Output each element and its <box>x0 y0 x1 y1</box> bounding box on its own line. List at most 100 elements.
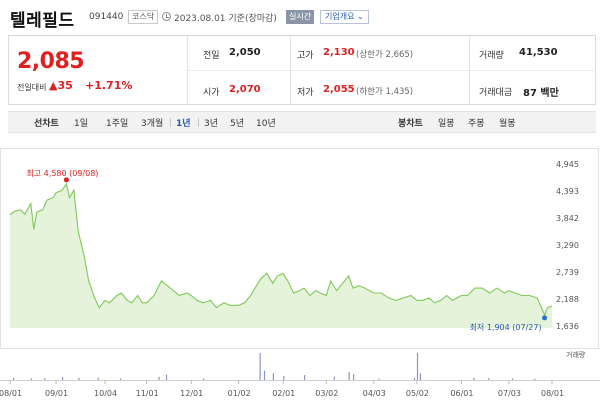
annotation-high: 최고 4,580 (09/08) <box>26 168 99 178</box>
date-basis: 2023.08.01 기준(장마감) <box>174 11 277 24</box>
volume-bar <box>158 376 160 380</box>
x-tick-label: 11/01 <box>135 389 159 398</box>
tab-10y[interactable]: 10년 <box>256 119 276 129</box>
high-marker <box>63 177 69 183</box>
tab-weekly[interactable]: 주봉 <box>468 119 485 129</box>
tab-1d[interactable]: 1일 <box>74 119 89 129</box>
volume-bar <box>13 377 15 380</box>
y-tick-label: 2,739 <box>556 268 579 277</box>
candle-chart-label: 봉차트 <box>398 119 423 129</box>
tab-daily[interactable]: 일봉 <box>438 119 455 129</box>
volume-bar <box>416 353 419 380</box>
up-arrow-icon: ▲ <box>49 79 58 92</box>
divider <box>187 36 188 104</box>
volume-bar <box>97 377 99 380</box>
volume-bar <box>534 378 536 381</box>
open-label: 시가 <box>203 88 220 98</box>
clock-icon <box>162 12 171 21</box>
lower-limit: (하한가 1,435) <box>356 87 414 97</box>
volume-value: 41,530 <box>519 47 558 58</box>
x-tick-label: 06/01 <box>450 389 474 398</box>
high-label: 고가 <box>297 51 314 61</box>
x-tick-label: 04/03 <box>362 389 386 398</box>
volume-legend: 거래량 <box>566 351 586 359</box>
volume-bar <box>348 371 350 380</box>
tab-1w[interactable]: 1주일 <box>106 119 129 129</box>
volume-bar <box>511 378 514 380</box>
change-amount: ▲35 <box>49 79 73 92</box>
x-tick-label: 05/02 <box>405 389 429 398</box>
volume-bar <box>488 378 490 380</box>
annotation-low: 최저 1,904 (07/27) <box>469 322 542 332</box>
tab-separator <box>198 118 199 127</box>
volume-bar <box>304 375 306 380</box>
amount-label: 거래대금 <box>479 88 513 98</box>
volume-bar <box>333 376 335 380</box>
volume-bar <box>62 377 64 380</box>
price-area <box>10 183 552 328</box>
prev-close-value: 2,050 <box>229 47 261 58</box>
amount-unit: 백만 <box>540 88 559 99</box>
tab-1y[interactable]: 1년 <box>176 119 191 129</box>
change-value: 35 <box>57 79 73 92</box>
tab-5y[interactable]: 5년 <box>230 119 245 129</box>
current-price: 2,085 <box>17 49 85 74</box>
x-tick-label: 01/02 <box>227 389 251 398</box>
line-chart-label: 선차트 <box>34 119 59 129</box>
x-tick-label: 08/01 <box>0 389 23 398</box>
high-value: 2,130 <box>323 47 355 58</box>
volume-bar <box>263 370 266 380</box>
volume-bar <box>259 353 261 380</box>
volume-bar <box>30 378 32 380</box>
volume-bar <box>353 374 355 380</box>
volume-bar <box>283 375 285 380</box>
y-tick-label: 4,393 <box>556 187 579 196</box>
chart-tabs: 선차트 1일 1주일 3개월 1년 3년 5년 10년 봉차트 일봉 주봉 월봉 <box>8 111 596 133</box>
x-tick-label: 08/01 <box>541 389 565 398</box>
change-percent: +1.71% <box>85 79 133 92</box>
divider <box>188 70 596 71</box>
price-line <box>9 182 553 317</box>
low-label: 저가 <box>297 88 314 98</box>
company-overview-button[interactable]: 기업개요 ⌄ <box>320 10 369 24</box>
quote-panel: 2,085 전일대비 ▲35 +1.71% 전일 2,050 시가 2,070 … <box>8 35 596 105</box>
low-marker <box>542 315 548 321</box>
tab-separator <box>170 118 171 127</box>
volume-bar <box>44 378 46 380</box>
x-tick-label: 12/01 <box>180 389 204 398</box>
tab-3m[interactable]: 3개월 <box>141 119 164 129</box>
stock-name: 텔레필드 <box>10 11 75 31</box>
amount-value: 87 백만 <box>523 84 559 99</box>
y-tick-label: 3,842 <box>556 214 579 223</box>
volume-bar <box>272 373 274 381</box>
x-tick-label: 02/01 <box>272 389 296 398</box>
stock-code: 091440 <box>89 12 124 22</box>
y-tick-label: 3,290 <box>556 241 579 250</box>
volume-bar <box>419 373 421 381</box>
price-chart: 최고 4,580 (09/08) 최저 1,904 (07/27) 4,945 4… <box>0 140 600 409</box>
open-value: 2,070 <box>229 84 261 95</box>
volume-bar <box>165 374 168 380</box>
x-tick-label: 03/02 <box>315 389 339 398</box>
realtime-button[interactable]: 실시간 <box>286 10 315 24</box>
amount-number: 87 <box>523 88 537 99</box>
market-badge: 코스닥 <box>128 10 159 24</box>
x-tick-label: 10/04 <box>94 389 118 398</box>
chart-canvas <box>0 148 600 384</box>
low-value: 2,055 <box>323 84 355 95</box>
volume-bar <box>203 378 205 380</box>
volume-bar <box>78 377 80 380</box>
y-tick-label: 1,636 <box>556 322 579 331</box>
quote-date: 2023.08.01 <box>174 14 226 24</box>
tab-3y[interactable]: 3년 <box>204 119 219 129</box>
volume-bar <box>473 377 475 380</box>
basis-text: 기준(장마감) <box>228 14 277 24</box>
tab-monthly[interactable]: 월봉 <box>499 119 516 129</box>
y-tick-label: 2,188 <box>556 295 579 304</box>
x-tick-label: 09/01 <box>45 389 69 398</box>
prev-close-label: 전일 <box>203 51 220 61</box>
upper-limit: (상한가 2,665) <box>356 50 414 60</box>
volume-label: 거래량 <box>479 51 504 61</box>
x-tick-label: 07/03 <box>497 389 521 398</box>
volume-bar <box>119 378 122 380</box>
